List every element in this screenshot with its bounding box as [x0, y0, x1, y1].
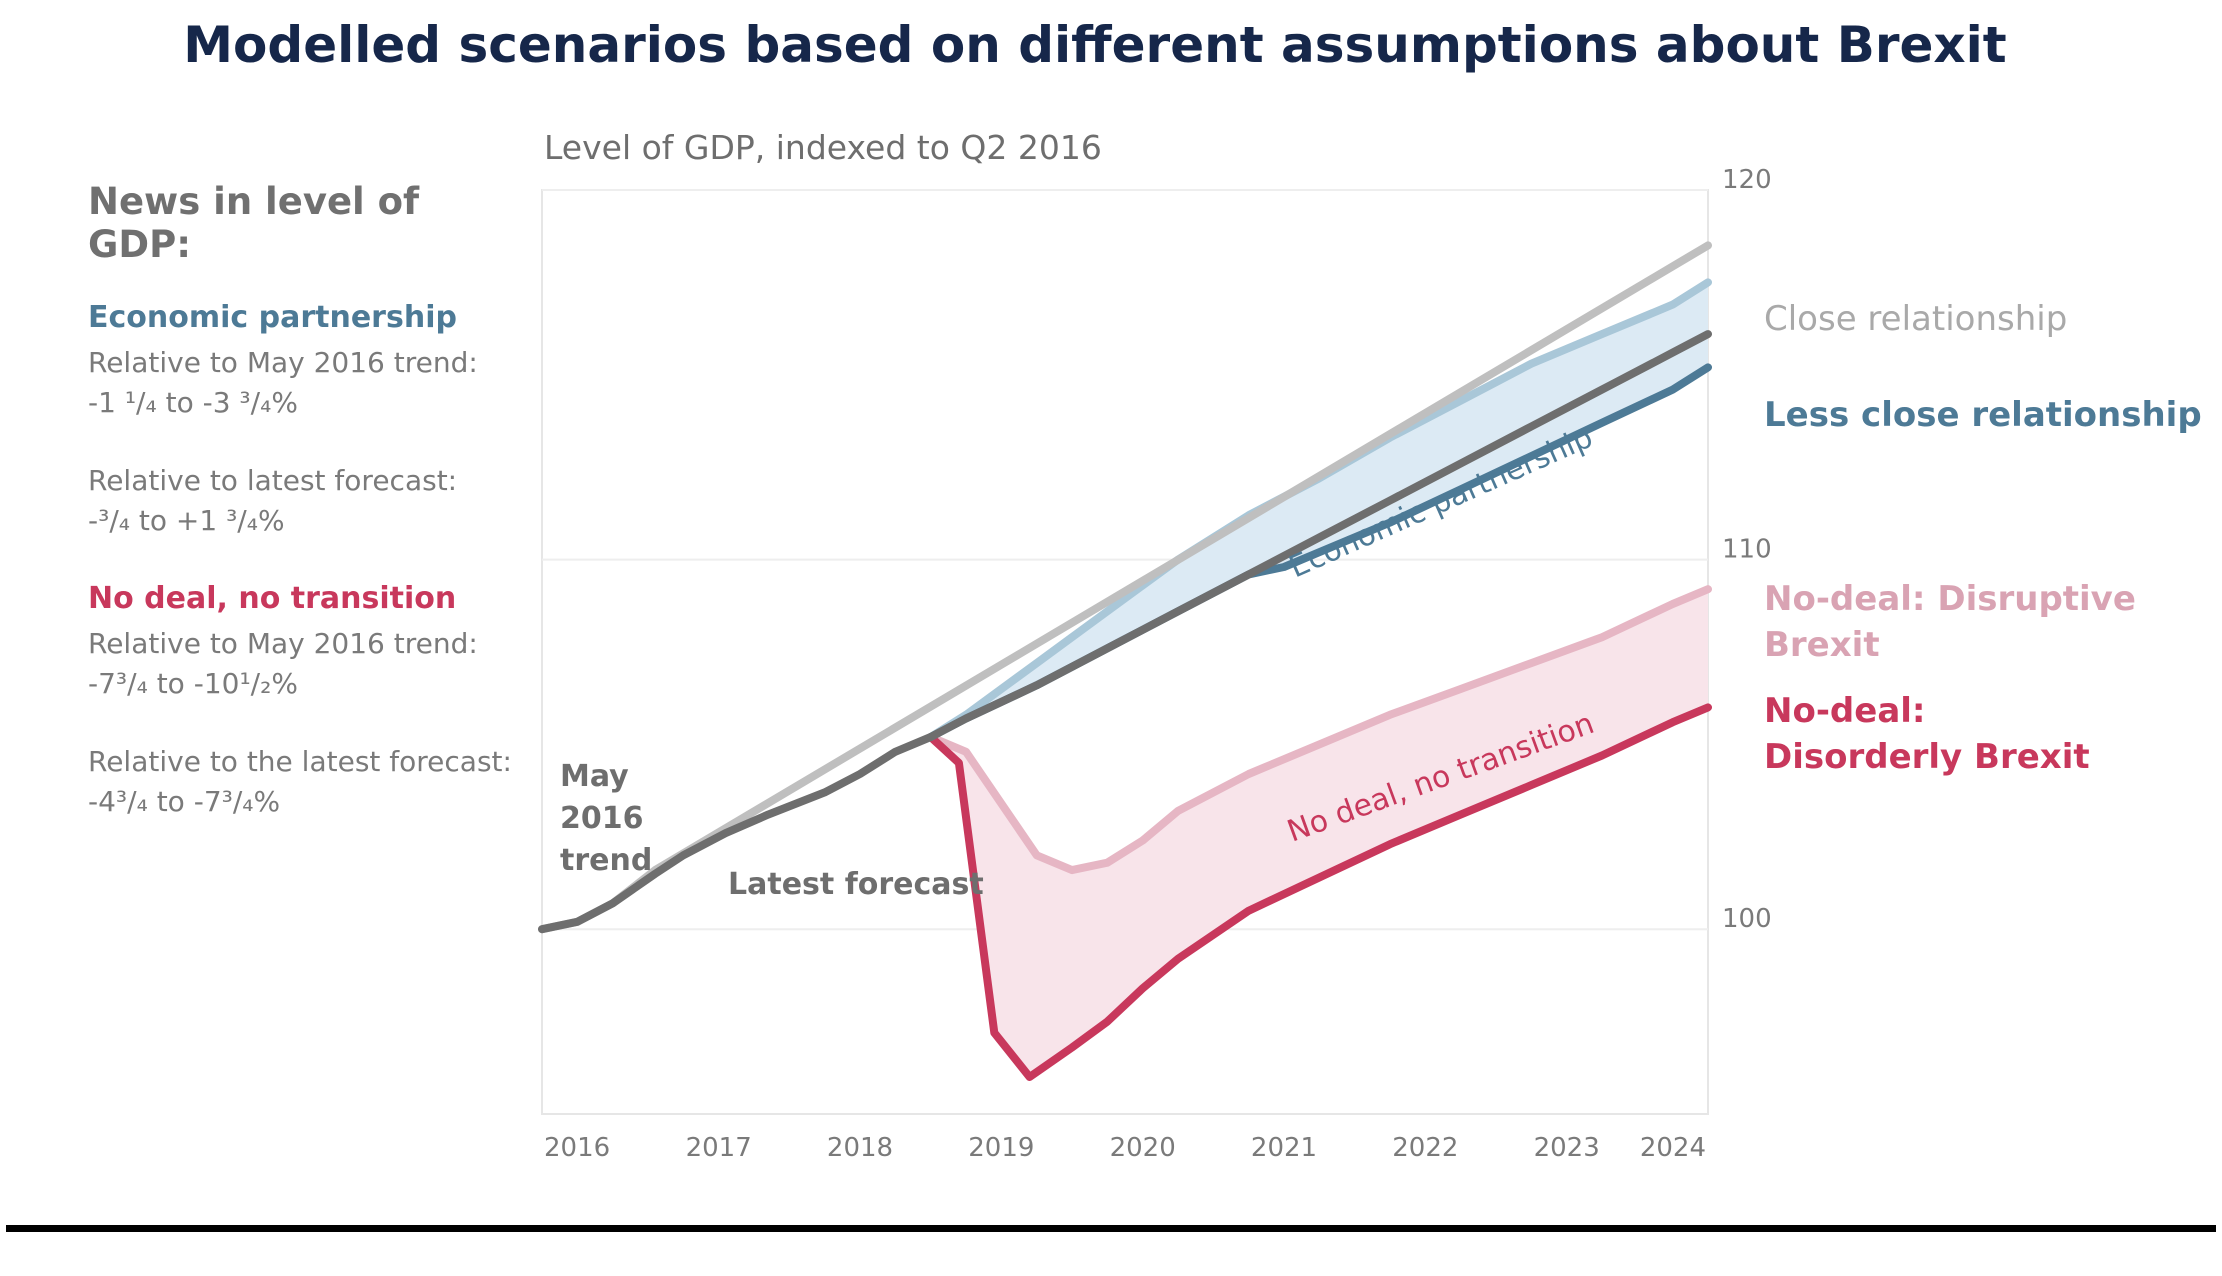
y-tick-label: 120	[1722, 165, 1772, 195]
annotation-label: Latest forecast	[728, 867, 984, 902]
item-value: -1 ¹/₄ to -3 ³/₄%	[88, 386, 298, 419]
right-label: Less close relationship	[1764, 395, 2202, 435]
y-tick-label: 100	[1722, 904, 1772, 934]
right-label: No-deal: Disruptive	[1764, 579, 2136, 619]
x-tick-label: 2022	[1392, 1133, 1458, 1163]
series-line	[538, 330, 1712, 934]
chart-subtitle: Level of GDP, indexed to Q2 2016	[544, 128, 1102, 167]
x-tick-label: 2018	[827, 1133, 893, 1163]
x-tick-label: 2024	[1640, 1133, 1706, 1163]
annotation-label: trend	[560, 843, 652, 878]
gdp-chart: 100 110 120 2016 2017 2018 2019 2020 2021 2022 202…	[538, 165, 2202, 1163]
bottom-divider	[6, 1225, 2216, 1232]
x-tick-label: 2017	[686, 1133, 752, 1163]
item-value: -7³/₄ to -10¹/₂%	[88, 667, 298, 700]
group-title-no-deal: No deal, no transition	[88, 581, 457, 616]
right-label: Disorderly Brexit	[1764, 737, 2090, 777]
right-label: No-deal:	[1764, 691, 1926, 731]
sidebar-heading: News in level of GDP:	[88, 180, 420, 266]
right-label: Brexit	[1764, 625, 1880, 665]
x-tick-label: 2019	[968, 1133, 1034, 1163]
item-label: Relative to the latest forecast:	[88, 745, 512, 778]
x-tick-label: 2021	[1251, 1133, 1317, 1163]
item-label: Relative to May 2016 trend:	[88, 627, 478, 660]
y-tick-label: 110	[1722, 535, 1772, 565]
series-line	[926, 585, 1712, 875]
sidebar-panel: News in level of GDP: Economic partnersh…	[88, 180, 528, 860]
right-label: Close relationship	[1764, 299, 2067, 339]
group-item: Relative to the latest forecast: -4³/₄ t…	[88, 742, 528, 822]
item-label: Relative to May 2016 trend:	[88, 346, 478, 379]
group-item: Relative to May 2016 trend: -7³/₄ to -10…	[88, 624, 528, 704]
group-item: Relative to latest forecast: -³/₄ to +1 …	[88, 461, 528, 541]
item-value: -4³/₄ to -7³/₄%	[88, 785, 281, 818]
x-tick-label: 2023	[1534, 1133, 1600, 1163]
x-tick-label: 2016	[544, 1133, 610, 1163]
annotation-label: 2016	[560, 801, 644, 836]
series-line	[926, 703, 1712, 1081]
item-label: Relative to latest forecast:	[88, 464, 458, 497]
shaded-band	[930, 589, 1708, 1077]
chart-title: Modelled scenarios based on different as…	[183, 16, 2007, 74]
annotation-label: May	[560, 759, 629, 794]
group-title-economic-partnership: Economic partnership	[88, 300, 457, 335]
shaded-band	[930, 282, 1708, 737]
group-item: Relative to May 2016 trend: -1 ¹/₄ to -3…	[88, 343, 528, 423]
item-value: -³/₄ to +1 ³/₄%	[88, 504, 285, 537]
x-tick-label: 2020	[1110, 1133, 1176, 1163]
